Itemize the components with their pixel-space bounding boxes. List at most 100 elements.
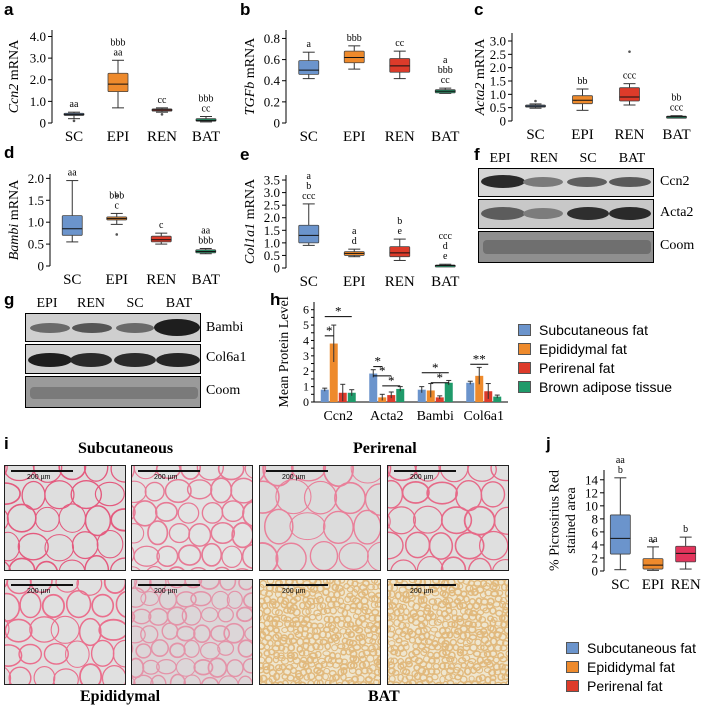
bar-Ccn2 [347,392,356,402]
y-tick-label: 4 [303,333,309,347]
y-axis-label: Mean Protein Level [277,296,292,407]
adipocyte-outline [193,624,211,644]
adipocyte-outline [35,560,58,570]
adipocyte-outline [456,648,464,657]
significance-star: * [379,363,386,378]
adipocyte-outline [296,637,305,647]
adipocyte-outline [169,642,186,659]
adipocyte-outline [441,620,450,629]
bar-Ccn2 [320,389,329,402]
adipocyte-outline [397,614,405,622]
scale-bar [138,470,200,472]
legend-h: Subcutaneous fat Epididymal fat Perirena… [518,320,672,396]
y-axis-label: TGFb mRNA [243,37,258,115]
adipocyte-outline [388,660,391,668]
adipocyte-outline [275,609,284,617]
box-REN [389,58,411,73]
adipocyte-outline [242,500,252,527]
adipocyte-outline [319,638,328,646]
blot-lane-label: EPI [36,296,58,311]
adipocyte-outline [76,580,103,596]
adipocyte-outline [453,682,459,684]
adipocyte-outline [456,618,465,626]
adipocyte-outline [397,673,405,682]
significance-annotation: b [683,524,688,535]
adipocyte-outline [223,622,245,644]
adipocyte-outline [279,636,288,645]
adipocyte-outline [504,669,508,678]
y-tick-label: 3.0 [490,34,506,49]
adipocyte-outline [364,637,373,645]
adipocyte-outline [440,580,450,588]
adipocyte-outline [260,656,266,664]
adipocyte-outline [309,540,339,570]
adipocyte-outline [444,673,453,681]
adipocyte-outline [260,675,263,683]
adipocyte-outline [417,596,425,605]
adipocyte-outline [476,682,483,684]
box-REN [150,235,172,243]
x-tick-label: SC [300,274,318,290]
x-tick-label: EPI [106,272,129,288]
adipocyte-outline [260,681,267,684]
adipocyte-outline [415,466,440,482]
adipocyte-outline [331,626,340,634]
adipocyte-outline [464,620,473,627]
adipocyte-outline [478,530,508,561]
adipocyte-outline [371,633,378,641]
adipocyte-outline [377,638,380,646]
adipocyte-outline [211,590,230,610]
adipocyte-outline [177,544,202,566]
adipocyte-outline [388,531,404,560]
bar-Bambi [435,397,444,402]
adipocyte-outline [268,601,277,609]
histology-caption-perirenal: Perirenal [353,440,417,457]
adipocyte-outline [467,589,475,596]
adipocyte-outline [271,607,280,616]
adipocyte-outline [181,605,202,626]
blot-f-acta2-strip [478,199,654,229]
adipocyte-outline [416,680,424,684]
adipocyte-outline [469,643,478,652]
legend-h-item: Epididymal fat [518,339,672,358]
adipocyte-outline [388,466,392,478]
adipocyte-outline [289,666,297,675]
blot-lane-label: BAT [618,151,646,166]
histology-image-subcutaneous-1: 200 µm [4,465,126,571]
adipocyte-outline [217,466,245,481]
bar-Col6a1 [466,382,475,402]
adipocyte-outline [377,667,380,675]
adipocyte-outline [431,589,440,597]
adipocyte-outline [369,638,377,645]
adipocyte-outline [322,650,331,657]
y-tick-label: 1.5 [28,193,44,208]
adipocyte-outline [287,643,296,652]
adipocyte-outline [494,681,503,684]
legend-j-item: Epididymal fat [566,657,696,676]
adipocyte-outline [344,595,352,603]
adipocyte-outline [390,648,398,656]
adipocyte-outline [398,681,406,684]
adipocyte-outline [498,663,506,671]
adipocyte-outline [411,618,421,627]
y-tick-label: 0 [500,114,507,129]
adipocyte-outline [5,618,33,643]
adipocyte-outline [370,600,379,609]
adipocyte-outline [324,655,333,664]
adipocyte-outline [263,643,271,651]
adipocyte-outline [329,606,338,615]
adipocyte-outline [241,544,252,569]
adipocyte-outline [496,589,504,597]
blot-row-label: Col6a1 [206,350,247,365]
adipocyte-outline [404,531,431,559]
adipocyte-outline [453,630,460,639]
adipocyte-outline [293,595,302,602]
adipocyte-outline [161,622,179,640]
adipocyte-outline [399,649,408,657]
blot-lane-label: SC [126,296,144,311]
significance-star: * [437,370,444,385]
adipocyte-outline [5,592,21,622]
adipocyte-outline [391,669,400,676]
adipocyte-outline [505,650,508,658]
